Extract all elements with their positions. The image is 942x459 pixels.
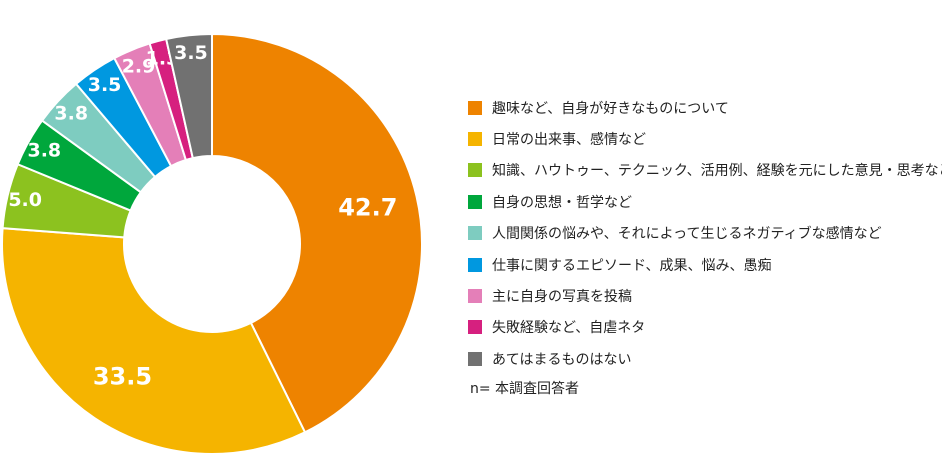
donut-chart: 42.733.55.03.83.83.52.91.33.5 (1, 32, 423, 455)
legend-label: あてはまるものはない (492, 351, 632, 368)
donut-slice (164, 32, 213, 160)
slice-value-label: 3.8 (54, 102, 88, 124)
slice-value-label: 2.9 (122, 56, 156, 78)
legend-swatch (468, 257, 482, 272)
slice-value-label: 3.5 (174, 42, 208, 64)
legend-label: 日常の出来事、感情など (492, 132, 646, 149)
legend-label: 知識、ハウトゥー、テクニック、活用例、経験を元にした意見・思考など (492, 163, 942, 180)
legend-item: 自身の思想・哲学など (468, 186, 938, 217)
legend-swatch (468, 194, 482, 209)
legend-swatch (468, 132, 482, 147)
legend-item: 知識、ハウトゥー、テクニック、活用例、経験を元にした意見・思考など (468, 155, 942, 186)
legend-swatch (468, 320, 482, 335)
legend-swatch (468, 351, 482, 366)
legend-item: 趣味など、自身が好きなものについて (468, 92, 938, 123)
legend-label: 主に自身の写真を投稿 (492, 289, 632, 306)
legend-label: 仕事に関するエピソード、成果、悩み、愚痴 (492, 257, 772, 274)
legend-swatch (468, 163, 482, 178)
slice-value-label: 5.0 (8, 189, 42, 211)
legend-item: 仕事に関するエピソード、成果、悩み、愚痴 (468, 249, 938, 280)
legend-swatch (468, 226, 482, 241)
slice-value-label: 3.8 (27, 139, 61, 161)
legend-label: 自身の思想・哲学など (492, 194, 632, 211)
legend-item: 主に自身の写真を投稿 (468, 280, 938, 311)
donut-slice (1, 227, 307, 455)
slice-value-label: 33.5 (93, 363, 152, 391)
legend-label: 失敗経験など、自虐ネタ (492, 320, 646, 337)
legend-swatch (468, 100, 482, 115)
slice-value-label: 3.5 (88, 74, 122, 96)
legend: 趣味など、自身が好きなものについて 日常の出来事、感情など知識、ハウトゥー、テクニ… (468, 92, 942, 375)
donut-slice (211, 32, 423, 434)
legend-item: 日常の出来事、感情など (468, 123, 938, 154)
legend-label: 人間関係の悩みや、それによって生じるネガティブな感情など (492, 226, 882, 243)
legend-label: 趣味など、自身が好きなものについて (492, 100, 729, 117)
legend-swatch (468, 289, 482, 304)
sample-note: n= 本調査回答者 (470, 381, 580, 397)
slice-value-label: 42.7 (338, 194, 397, 222)
legend-item: 人間関係の悩みや、それによって生じるネガティブな感情など (468, 218, 938, 249)
legend-item: あてはまるものはない (468, 343, 938, 374)
legend-item: 失敗経験など、自虐ネタ (468, 312, 938, 343)
